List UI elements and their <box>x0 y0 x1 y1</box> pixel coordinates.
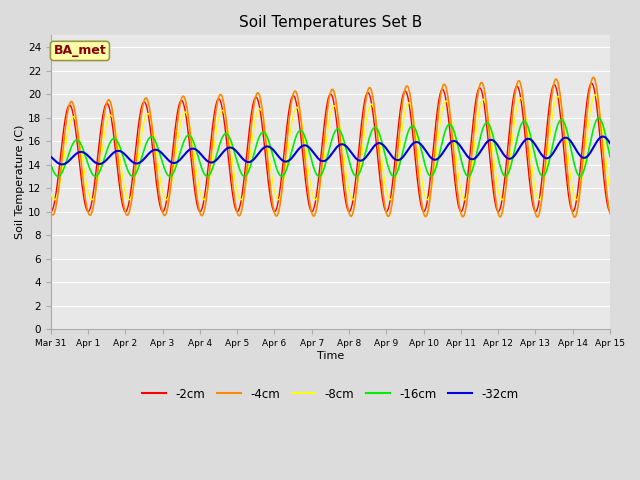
Title: Soil Temperatures Set B: Soil Temperatures Set B <box>239 15 422 30</box>
Text: BA_met: BA_met <box>54 45 106 58</box>
Legend: -2cm, -4cm, -8cm, -16cm, -32cm: -2cm, -4cm, -8cm, -16cm, -32cm <box>138 383 523 405</box>
X-axis label: Time: Time <box>317 350 344 360</box>
Y-axis label: Soil Temperature (C): Soil Temperature (C) <box>15 125 25 240</box>
